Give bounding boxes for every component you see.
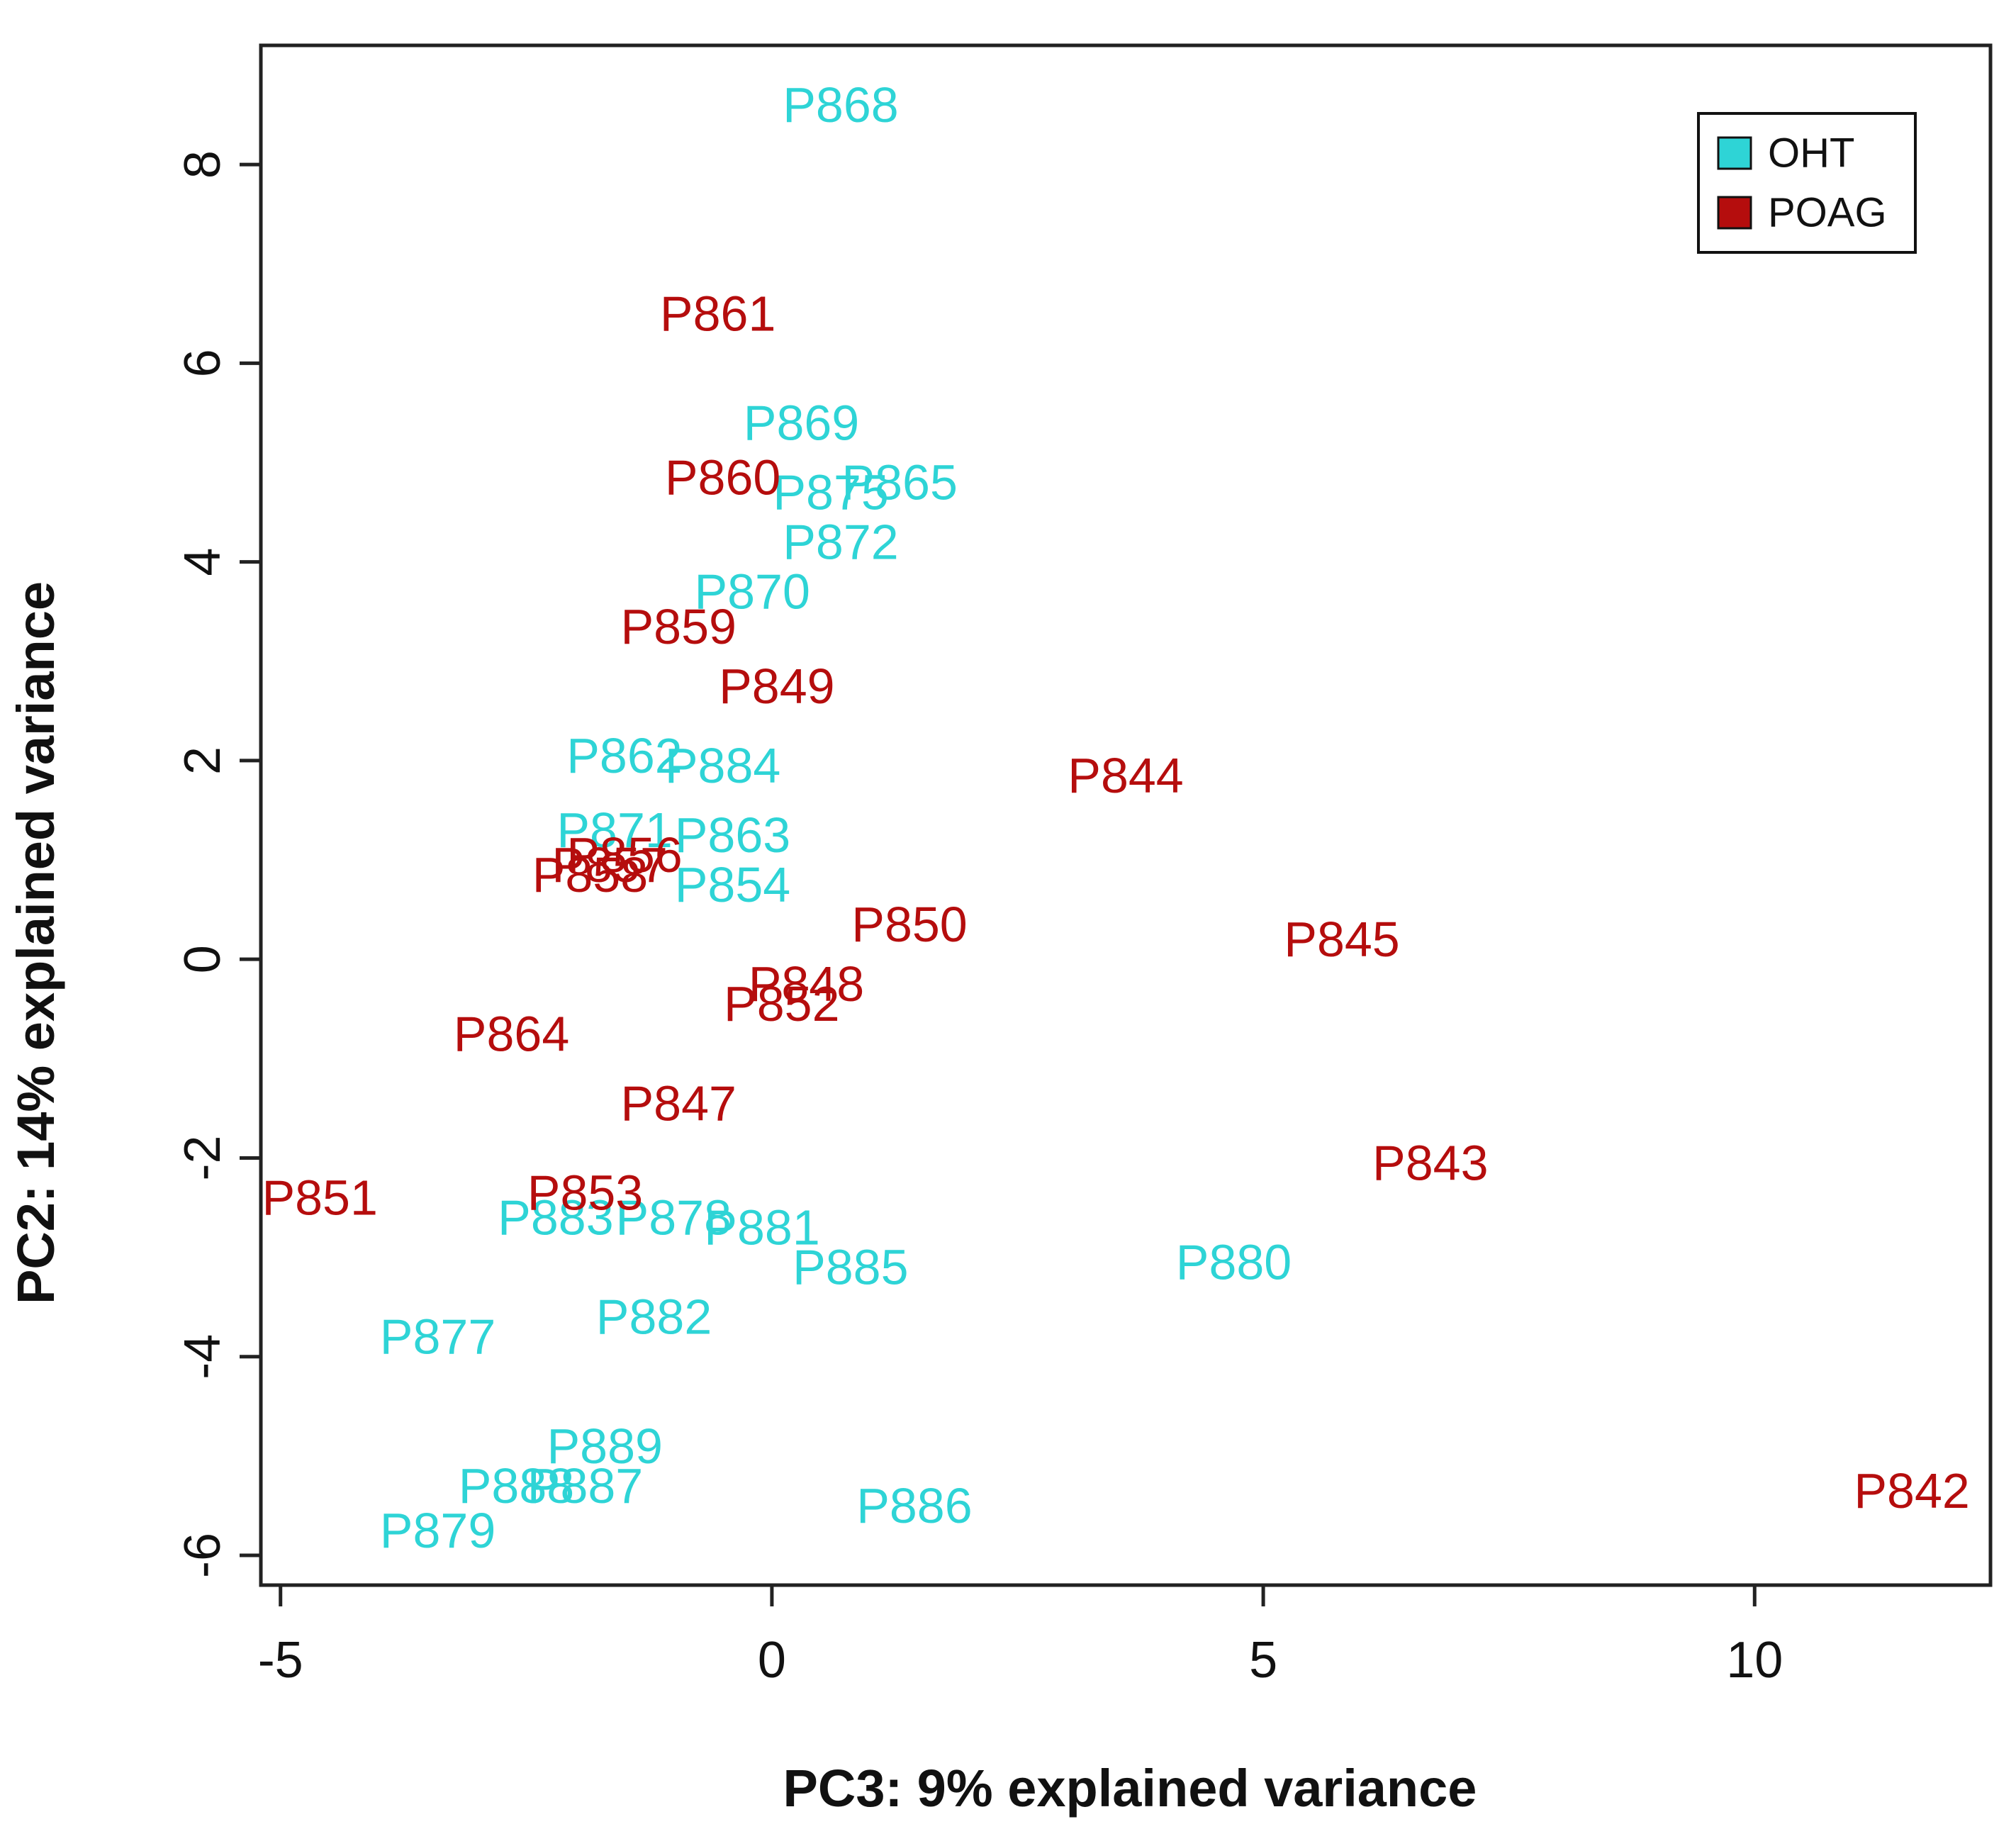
x-tick-label: 0 xyxy=(758,1632,786,1689)
point-label-p886: P886 xyxy=(856,1478,972,1533)
point-label-p864: P864 xyxy=(454,1006,569,1061)
y-tick-label: -6 xyxy=(174,1533,231,1578)
point-label-p860: P860 xyxy=(665,450,780,505)
point-label-p885: P885 xyxy=(793,1240,908,1295)
point-label-p868: P868 xyxy=(783,77,898,133)
point-label-p859: P859 xyxy=(620,599,736,654)
x-tick-label: 5 xyxy=(1249,1632,1277,1689)
point-label-p872: P872 xyxy=(783,515,898,570)
point-label-p863: P863 xyxy=(675,807,790,863)
point-label-p869: P869 xyxy=(744,395,859,450)
point-label-p854: P854 xyxy=(675,857,790,912)
point-label-p878: P878 xyxy=(616,1190,732,1246)
point-label-p888: P888 xyxy=(459,1458,574,1514)
point-label-p848: P848 xyxy=(749,956,864,1012)
point-label-p883: P883 xyxy=(498,1190,613,1246)
y-axis-title: PC2: 14% explained variance xyxy=(6,581,65,1304)
point-label-p875: P875 xyxy=(773,465,888,520)
axes-layer: -5 0 5 10 -6 -4 -2 0 2 4 6 8 xyxy=(174,43,1993,1689)
point-label-p851: P851 xyxy=(262,1170,377,1225)
plot-frame xyxy=(259,43,1993,1587)
point-label-p847: P847 xyxy=(620,1075,736,1131)
point-label-p871: P871 xyxy=(556,802,672,858)
y-tick-label: 8 xyxy=(174,150,231,179)
point-label-p879: P879 xyxy=(380,1503,495,1558)
point-label-p857: P857 xyxy=(551,837,667,893)
point-label-p853: P853 xyxy=(527,1165,643,1220)
legend-label-oht: OHT xyxy=(1768,130,1854,177)
legend-swatch-poag xyxy=(1717,196,1752,230)
point-label-p887: P887 xyxy=(527,1458,643,1514)
point-label-p889: P889 xyxy=(547,1419,662,1474)
point-label-p852: P852 xyxy=(724,976,839,1031)
point-label-p882: P882 xyxy=(596,1290,712,1345)
point-label-p849: P849 xyxy=(719,659,834,714)
point-label-p856: P856 xyxy=(566,827,682,883)
point-label-p842: P842 xyxy=(1854,1463,1969,1518)
y-tick-label: 6 xyxy=(174,349,231,377)
point-label-p858: P858 xyxy=(532,847,648,902)
x-axis-title: PC3: 9% explained variance xyxy=(783,1759,1477,1818)
point-label-p850: P850 xyxy=(851,897,967,952)
x-tick-label: -5 xyxy=(258,1632,303,1689)
legend: OHT POAG xyxy=(1697,112,1917,254)
point-label-p870: P870 xyxy=(694,564,810,620)
legend-label-poag: POAG xyxy=(1768,190,1887,236)
point-label-p877: P877 xyxy=(380,1309,495,1365)
y-tick-label: 2 xyxy=(174,746,231,775)
point-label-p845: P845 xyxy=(1284,912,1399,967)
point-label-p862: P862 xyxy=(566,728,682,783)
legend-swatch-oht xyxy=(1717,136,1752,170)
point-label-p865: P865 xyxy=(841,455,957,510)
point-label-p843: P843 xyxy=(1372,1135,1488,1190)
point-label-p861: P861 xyxy=(660,286,775,341)
y-tick-label: -2 xyxy=(174,1135,231,1180)
point-label-p884: P884 xyxy=(665,738,780,793)
point-label-p844: P844 xyxy=(1068,748,1183,803)
y-tick-label: 0 xyxy=(174,945,231,973)
x-tick-label: 10 xyxy=(1726,1632,1783,1689)
point-label-p880: P880 xyxy=(1176,1235,1292,1290)
point-label-p881: P881 xyxy=(704,1200,819,1255)
y-tick-label: 4 xyxy=(174,548,231,576)
y-tick-label: -4 xyxy=(174,1334,231,1380)
